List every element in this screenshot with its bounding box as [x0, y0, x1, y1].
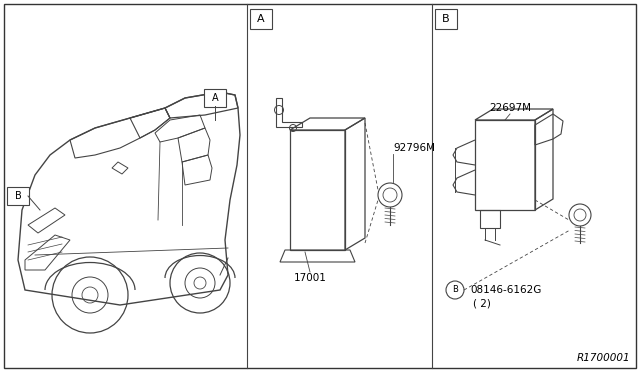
Text: B: B: [442, 14, 450, 24]
FancyBboxPatch shape: [435, 9, 457, 29]
Text: A: A: [212, 93, 218, 103]
Text: 92796M: 92796M: [393, 143, 435, 153]
Text: 17001: 17001: [294, 273, 326, 283]
FancyBboxPatch shape: [7, 187, 29, 205]
Text: R1700001: R1700001: [577, 353, 630, 363]
FancyBboxPatch shape: [250, 9, 272, 29]
Text: B: B: [452, 285, 458, 295]
Text: A: A: [257, 14, 265, 24]
Text: 22697M: 22697M: [489, 103, 531, 113]
Text: 08146-6162G: 08146-6162G: [470, 285, 541, 295]
FancyBboxPatch shape: [204, 89, 226, 107]
Text: ( 2): ( 2): [473, 298, 491, 308]
Text: B: B: [15, 191, 21, 201]
